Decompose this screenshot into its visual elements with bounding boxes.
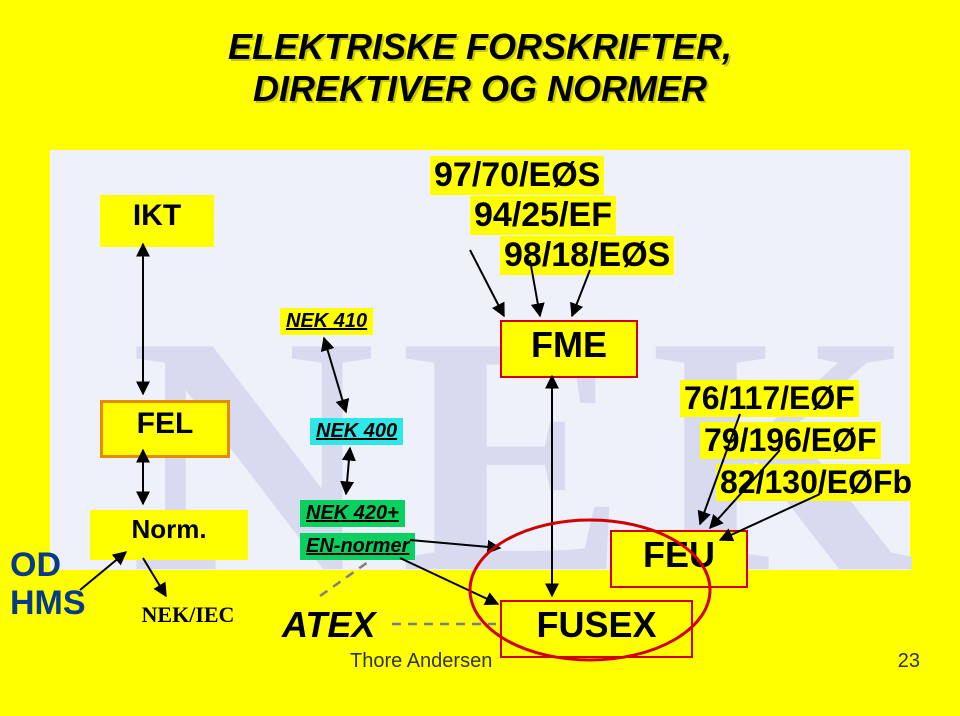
box-ennorm: EN-normer	[300, 533, 415, 560]
slide-title-1: ELEKTRISKE FORSKRIFTER,	[0, 26, 960, 68]
box-fusex: FUSEX	[500, 600, 693, 658]
dir-82130: 82/130/EØFb	[716, 464, 916, 501]
box-nek410: NEK 410	[280, 308, 373, 335]
box-fme: FME	[500, 320, 638, 378]
slide-title-2: DIREKTIVER OG NORMER	[0, 68, 960, 110]
footer-page: 23	[898, 650, 920, 673]
dir-9770: 97/70/EØS	[430, 156, 604, 195]
box-fel: FEL	[100, 400, 230, 458]
hms-label: HMS	[10, 584, 86, 623]
box-feu: FEU	[610, 530, 748, 588]
box-nek420: NEK 420+	[300, 500, 405, 527]
box-atex: ATEX	[270, 602, 387, 648]
footer-author: Thore Andersen	[350, 650, 492, 673]
box-nekiec: NEK/IEC	[120, 600, 256, 636]
dir-76117: 76/117/EØF	[680, 380, 859, 417]
box-nek400: NEK 400	[310, 418, 403, 445]
od-label: OD	[10, 546, 61, 585]
box-ikt: IKT	[100, 195, 214, 247]
box-norm: Norm.	[90, 510, 248, 560]
dir-9818: 98/18/EØS	[500, 236, 674, 275]
dir-9425: 94/25/EF	[470, 196, 616, 235]
dir-79196: 79/196/EØF	[700, 422, 881, 459]
